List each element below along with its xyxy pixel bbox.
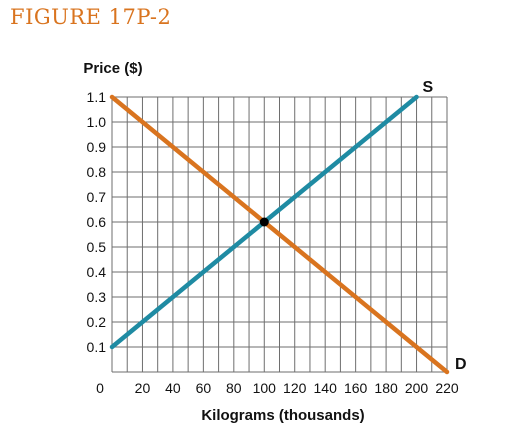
y-tick-label: 0.4: [87, 264, 107, 280]
x-tick-label: 60: [196, 380, 212, 396]
y-tick-label: 0.1: [87, 339, 107, 355]
y-tick-label: 0.3: [87, 289, 107, 305]
x-tick-label: 20: [135, 380, 151, 396]
y-tick-label: 0.2: [87, 314, 107, 330]
x-tick-label: 120: [283, 380, 307, 396]
curve-label-s: S: [423, 79, 434, 96]
y-axis-title: Price ($): [83, 60, 142, 77]
figure-title: FIGURE 17P-2: [10, 5, 172, 29]
x-tick-label: 40: [165, 380, 181, 396]
x-axis-title: Kilograms (thousands): [201, 407, 364, 424]
x-tick-labels: 0 20 40 60 80 100 120 140 160 180 200 220: [96, 380, 459, 396]
y-tick-labels: 0.1 0.2 0.3 0.4 0.5 0.6 0.7 0.8 0.9 1.0 1.1: [87, 89, 107, 355]
y-tick-label: 0.9: [87, 139, 107, 155]
curve-label-d: D: [455, 356, 467, 373]
x-tick-label: 140: [314, 380, 338, 396]
y-tick-label: 1.0: [87, 114, 107, 130]
x-tick-label: 0: [96, 380, 104, 396]
x-tick-label: 160: [344, 380, 368, 396]
x-tick-label: 180: [374, 380, 398, 396]
y-tick-label: 1.1: [87, 89, 107, 105]
x-tick-label: 100: [253, 380, 277, 396]
equilibrium-point: [259, 217, 269, 227]
y-tick-label: 0.5: [87, 239, 107, 255]
y-tick-label: 0.7: [87, 189, 107, 205]
curve-labels: SD: [423, 79, 467, 373]
x-tick-label: 220: [435, 380, 459, 396]
y-tick-label: 0.6: [87, 214, 107, 230]
y-tick-label: 0.8: [87, 164, 107, 180]
series-line-d: [109, 94, 450, 375]
data-points: [259, 217, 269, 227]
x-tick-label: 80: [226, 380, 242, 396]
x-tick-label: 200: [405, 380, 429, 396]
